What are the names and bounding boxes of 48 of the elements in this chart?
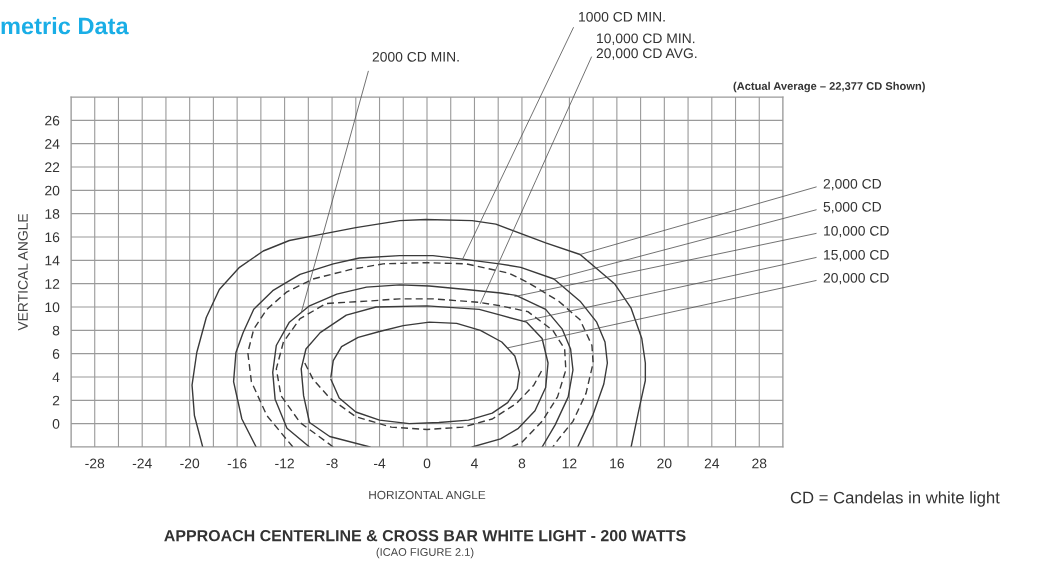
- y-tick-label: 24: [45, 139, 60, 149]
- annotation: 5,000 CD: [823, 201, 882, 214]
- y-tick-label: 20: [45, 185, 60, 196]
- line-series: [300, 305, 549, 447]
- y-tick-label: 22: [45, 162, 60, 173]
- y-tick-label: 6: [52, 349, 60, 359]
- x-tick-label: 24: [704, 458, 720, 469]
- x-tick-label: -4: [373, 458, 386, 469]
- text: (ICAO FIGURE 2.1): [376, 547, 474, 559]
- y-tick-label: 14: [45, 255, 60, 266]
- line-series: [191, 218, 647, 447]
- annotation: 2,000 CD: [823, 178, 882, 191]
- x-tick-label: 4: [470, 458, 478, 469]
- annotation: 20,000 CD: [823, 272, 889, 285]
- x-tick-label: -28: [85, 458, 105, 469]
- x-tick-label: 0: [423, 458, 431, 469]
- y-tick-label: 2: [52, 395, 60, 406]
- annotation: 1000 CD MIN.: [579, 11, 665, 22]
- x-tick-label: 28: [752, 458, 767, 469]
- y-tick-label: 0: [52, 419, 60, 429]
- x-tick-label: -24: [132, 458, 152, 469]
- annotation: 15,000 CD: [824, 249, 889, 262]
- annotation: 10,000 CD MIN. 20,000 CD AVG.: [596, 33, 697, 60]
- text: APPROACH CENTERLINE & CROSS BAR WHITE LIGHT - 200 WATTS: [164, 529, 686, 542]
- y-tick-label: 4: [52, 372, 60, 383]
- x-tick-label: -20: [180, 458, 200, 469]
- y-tick-label: 26: [45, 115, 60, 126]
- line-series: [330, 321, 521, 425]
- y-tick-label: 12: [45, 279, 60, 289]
- text: (Actual Average – 22,377 CD Shown): [733, 81, 925, 93]
- text: metric Data: [1, 17, 129, 35]
- y-tick-label: 10: [45, 302, 60, 313]
- line-series: [304, 362, 544, 431]
- x-tick-label: -16: [227, 458, 247, 469]
- y-tick-label: 16: [45, 232, 60, 243]
- x-tick-label: -8: [326, 458, 338, 469]
- x-tick-label: -12: [275, 458, 294, 469]
- x-tick-label: 20: [657, 458, 672, 469]
- x-tick-label: 16: [610, 458, 624, 469]
- y-axis-title: VERTICAL ANGLE: [17, 213, 28, 331]
- annotation: 2000 CD MIN.: [372, 51, 459, 62]
- text: CD = Candelas in white light: [790, 491, 1000, 507]
- y-tick-label: 18: [45, 209, 60, 219]
- x-tick-label: 8: [518, 458, 526, 469]
- annotation: 10,000 CD: [824, 225, 889, 238]
- x-tick-label: 12: [562, 458, 577, 469]
- y-tick-label: 8: [52, 325, 60, 336]
- x-axis-title: HORIZONTAL ANGLE: [369, 490, 486, 500]
